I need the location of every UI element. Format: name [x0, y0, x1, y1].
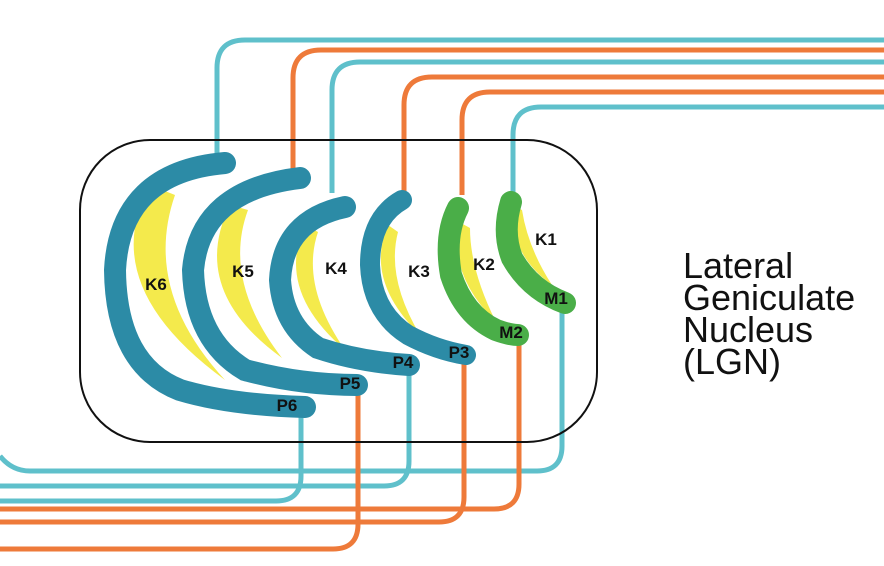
band-k1 — [510, 205, 552, 285]
layer-p5 — [181, 167, 368, 396]
label-k1: K1 — [535, 230, 557, 249]
fiber-top-k2 — [459, 89, 884, 195]
layer-p4 — [268, 196, 420, 376]
fiber-top-k3 — [401, 74, 884, 193]
label-k3: K3 — [408, 262, 430, 281]
band-k3 — [380, 225, 420, 335]
fiber-bottom-m2 — [0, 336, 522, 512]
lgn-outline — [79, 139, 598, 443]
lgn-title: Lateral Geniculate Nucleus (LGN) — [683, 245, 856, 382]
label-m2: M2 — [499, 323, 523, 342]
fiber-top-k5 — [290, 47, 884, 170]
label-m1: M1 — [544, 289, 568, 308]
fiber-bottom-m1 — [0, 306, 565, 474]
label-p5: P5 — [340, 374, 361, 393]
fiber-bottom-p3 — [0, 356, 467, 525]
layer-p3 — [359, 190, 476, 365]
layer-m2 — [437, 197, 529, 346]
layer-m1 — [495, 191, 576, 314]
label-k6: K6 — [145, 275, 167, 294]
band-k5 — [217, 205, 282, 358]
title-line-3: Nucleus — [683, 309, 814, 350]
band-k2 — [456, 222, 496, 322]
title-line-4: (LGN) — [683, 341, 781, 382]
fiber-bottom-p4 — [0, 366, 412, 489]
fiber-bottom-p6 — [0, 408, 304, 504]
label-p3: P3 — [449, 343, 470, 362]
band-k4 — [296, 225, 345, 350]
label-p6: P6 — [277, 396, 298, 415]
label-k5: K5 — [232, 262, 254, 281]
fiber-top-k4 — [329, 59, 884, 193]
band-k6 — [133, 185, 225, 380]
layer-p6 — [103, 152, 316, 418]
fiber-top-k1 — [510, 104, 884, 193]
label-p4: P4 — [393, 353, 414, 372]
fiber-top-k6 — [214, 37, 884, 160]
title-line-1: Lateral — [683, 245, 794, 286]
fiber-bottom-p5 — [0, 386, 361, 552]
label-k2: K2 — [473, 255, 495, 274]
title-line-2: Geniculate — [683, 277, 856, 318]
label-k4: K4 — [325, 259, 347, 278]
